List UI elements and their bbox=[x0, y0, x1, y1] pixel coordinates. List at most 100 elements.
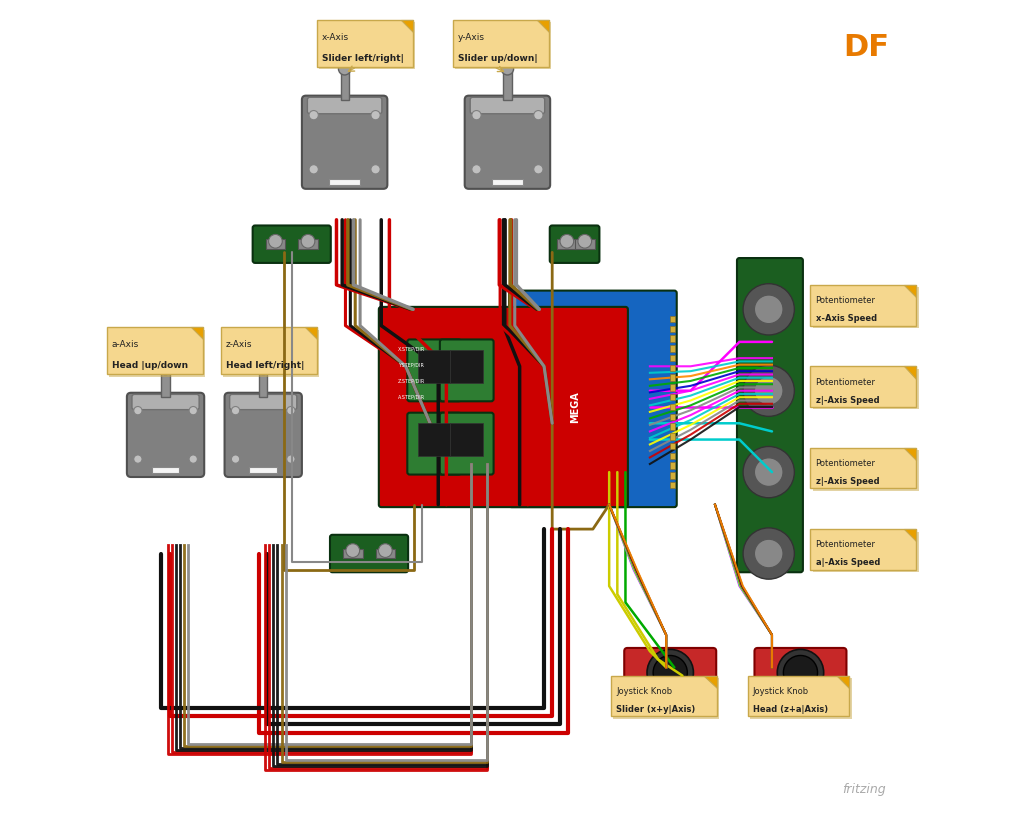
Circle shape bbox=[160, 364, 171, 374]
Bar bbox=[343, 549, 362, 558]
FancyBboxPatch shape bbox=[613, 678, 719, 719]
Text: z|-Axis Speed: z|-Axis Speed bbox=[815, 477, 879, 486]
Polygon shape bbox=[705, 676, 717, 688]
Text: Head (z+a|Axis): Head (z+a|Axis) bbox=[753, 705, 828, 714]
Text: Potentiometer: Potentiometer bbox=[815, 296, 876, 305]
Bar bbox=[503, 69, 512, 100]
Bar bbox=[670, 316, 675, 322]
FancyBboxPatch shape bbox=[330, 535, 408, 572]
FancyBboxPatch shape bbox=[317, 20, 413, 67]
FancyBboxPatch shape bbox=[225, 393, 302, 477]
FancyBboxPatch shape bbox=[379, 307, 628, 507]
Text: DF: DF bbox=[843, 33, 889, 62]
Polygon shape bbox=[537, 20, 549, 32]
Bar bbox=[824, 698, 828, 706]
FancyBboxPatch shape bbox=[440, 413, 493, 475]
Circle shape bbox=[286, 455, 295, 463]
Text: a|-Axis Speed: a|-Axis Speed bbox=[815, 558, 880, 567]
Bar bbox=[670, 482, 675, 488]
Text: Potentiometer: Potentiometer bbox=[815, 378, 876, 387]
FancyBboxPatch shape bbox=[223, 330, 319, 377]
Text: Potentiometer: Potentiometer bbox=[815, 459, 876, 468]
FancyBboxPatch shape bbox=[471, 98, 544, 114]
Text: Head left/right|: Head left/right| bbox=[226, 361, 304, 370]
Polygon shape bbox=[190, 327, 203, 339]
Circle shape bbox=[134, 455, 142, 463]
Bar bbox=[329, 178, 360, 185]
Bar bbox=[680, 698, 684, 706]
Text: x-Axis Speed: x-Axis Speed bbox=[815, 314, 877, 323]
Circle shape bbox=[560, 234, 574, 248]
Bar bbox=[492, 178, 523, 185]
Bar bbox=[450, 423, 483, 456]
Circle shape bbox=[784, 655, 817, 689]
Bar bbox=[639, 698, 643, 706]
Circle shape bbox=[647, 650, 694, 696]
Text: Potentiometer: Potentiometer bbox=[815, 540, 876, 549]
Circle shape bbox=[309, 164, 318, 174]
Polygon shape bbox=[904, 529, 916, 541]
Text: z-Axis: z-Axis bbox=[226, 340, 253, 349]
FancyBboxPatch shape bbox=[455, 22, 551, 69]
Bar bbox=[670, 414, 675, 420]
Circle shape bbox=[231, 455, 239, 463]
FancyBboxPatch shape bbox=[221, 327, 317, 374]
Circle shape bbox=[534, 111, 543, 120]
Bar bbox=[670, 345, 675, 352]
Bar bbox=[670, 355, 675, 361]
Bar bbox=[670, 423, 675, 430]
FancyBboxPatch shape bbox=[810, 448, 916, 488]
Bar bbox=[417, 423, 450, 456]
Bar bbox=[341, 69, 349, 100]
Circle shape bbox=[339, 63, 351, 75]
Circle shape bbox=[269, 234, 282, 248]
Text: x-Axis: x-Axis bbox=[322, 33, 349, 42]
Bar bbox=[450, 350, 483, 383]
Bar bbox=[575, 239, 594, 249]
Bar bbox=[670, 443, 675, 449]
Circle shape bbox=[743, 446, 795, 498]
FancyBboxPatch shape bbox=[750, 678, 852, 719]
Circle shape bbox=[309, 111, 318, 120]
Bar bbox=[670, 433, 675, 440]
Circle shape bbox=[301, 234, 315, 248]
Circle shape bbox=[472, 111, 481, 120]
Bar bbox=[670, 335, 675, 342]
Bar bbox=[670, 384, 675, 391]
Bar bbox=[162, 370, 170, 397]
FancyBboxPatch shape bbox=[319, 22, 415, 69]
Polygon shape bbox=[904, 366, 916, 379]
Circle shape bbox=[346, 544, 360, 558]
FancyBboxPatch shape bbox=[748, 676, 849, 716]
Bar bbox=[653, 698, 657, 706]
Bar bbox=[250, 467, 277, 473]
FancyBboxPatch shape bbox=[253, 225, 330, 263]
Bar bbox=[670, 365, 675, 371]
Circle shape bbox=[755, 457, 783, 487]
Bar bbox=[797, 698, 801, 706]
Bar bbox=[670, 374, 675, 381]
Bar bbox=[375, 549, 395, 558]
Bar bbox=[670, 472, 675, 479]
Circle shape bbox=[755, 376, 783, 405]
Circle shape bbox=[534, 164, 543, 174]
Text: X.STEP/DIR: X.STEP/DIR bbox=[398, 346, 425, 351]
Text: MEGA: MEGA bbox=[570, 391, 580, 423]
FancyBboxPatch shape bbox=[624, 648, 716, 709]
Bar bbox=[670, 453, 675, 459]
Bar bbox=[670, 462, 675, 469]
FancyBboxPatch shape bbox=[810, 285, 916, 326]
Text: Z.STEP/DIR: Z.STEP/DIR bbox=[398, 379, 425, 383]
Text: Joystick Knob: Joystick Knob bbox=[753, 687, 809, 696]
Bar bbox=[259, 370, 267, 397]
Polygon shape bbox=[904, 285, 916, 297]
Polygon shape bbox=[305, 327, 317, 339]
Bar bbox=[784, 698, 788, 706]
FancyBboxPatch shape bbox=[755, 648, 846, 709]
Bar bbox=[417, 350, 450, 383]
Bar bbox=[299, 239, 318, 249]
Circle shape bbox=[371, 164, 381, 174]
Bar bbox=[670, 326, 675, 332]
Polygon shape bbox=[837, 676, 849, 688]
Circle shape bbox=[286, 406, 295, 415]
